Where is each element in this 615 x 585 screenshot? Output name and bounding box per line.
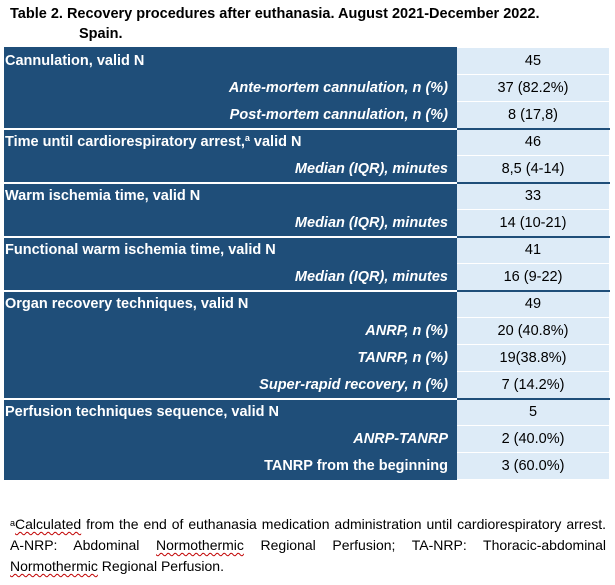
footnote-marker: a	[244, 133, 250, 144]
row-label: ANRP, n (%)	[4, 317, 457, 345]
caption-line-2: Spain.	[79, 26, 123, 42]
row-label: Functional warm ischemia time, valid N	[4, 235, 457, 264]
row-value: 16 (9-22)	[456, 263, 610, 291]
row-label: Median (IQR), minutes	[4, 155, 457, 183]
row-label: Warm ischemia time, valid N	[4, 181, 457, 210]
row-value: 33	[456, 181, 610, 210]
footnote-word: Normothermic	[156, 537, 244, 553]
row-value: 8,5 (4-14)	[456, 155, 610, 183]
row-value: 14 (10-21)	[456, 209, 610, 237]
row-value: 19(38.8%)	[456, 344, 610, 372]
row-label: Time until cardiorespiratory arrest,a va…	[4, 127, 457, 156]
table-row: TANRP from the beginning 3 (60.0%)	[4, 452, 610, 480]
table-row: ANRP-TANRP 2 (40.0%)	[4, 425, 610, 453]
row-value: 37 (82.2%)	[456, 74, 610, 102]
table-row: Median (IQR), minutes 14 (10-21)	[4, 209, 610, 237]
row-label: Post-mortem cannulation, n (%)	[4, 101, 457, 129]
table-row: Organ recovery techniques, valid N 49	[4, 289, 610, 318]
table-row: ANRP, n (%) 20 (40.8%)	[4, 317, 610, 345]
footnote-text: Regional Perfusion; TA-NRP: Thoracic-abd…	[243, 537, 607, 553]
row-label: TANRP, n (%)	[4, 344, 457, 372]
row-value: 20 (40.8%)	[456, 317, 610, 345]
table-row: Ante-mortem cannulation, n (%) 37 (82.2%…	[4, 74, 610, 102]
row-label: Cannulation, valid N	[4, 47, 457, 75]
table-row: TANRP, n (%) 19(38.8%)	[4, 344, 610, 372]
row-label: ANRP-TANRP	[4, 425, 457, 453]
footnote-word: Normothermic	[10, 558, 98, 574]
caption-line-1: Table 2. Recovery procedures after eutha…	[10, 6, 540, 22]
table-row: Cannulation, valid N 45	[4, 47, 610, 75]
footnote-word: Calculated	[15, 516, 82, 532]
row-label-tail: valid N	[249, 134, 302, 151]
footnote-text: from the end of euthanasia medication ad…	[10, 516, 606, 553]
row-label: Super-rapid recovery, n (%)	[4, 371, 457, 399]
row-value: 41	[456, 235, 610, 264]
table-row: Functional warm ischemia time, valid N 4…	[4, 235, 610, 264]
row-value: 7 (14.2%)	[456, 371, 610, 399]
table-row: Median (IQR), minutes 16 (9-22)	[4, 263, 610, 291]
row-value: 49	[456, 289, 610, 318]
row-value: 8 (17,8)	[456, 101, 610, 129]
footnote-marker: a	[10, 518, 16, 528]
row-value: 2 (40.0%)	[456, 425, 610, 453]
row-label: Median (IQR), minutes	[4, 263, 457, 291]
row-label-text: Time until cardiorespiratory arrest,	[5, 134, 245, 151]
table-row: Super-rapid recovery, n (%) 7 (14.2%)	[4, 371, 610, 399]
table-row: Post-mortem cannulation, n (%) 8 (17,8)	[4, 101, 610, 129]
row-label: Ante-mortem cannulation, n (%)	[4, 74, 457, 102]
table-row: Median (IQR), minutes 8,5 (4-14)	[4, 155, 610, 183]
row-value: 5	[456, 397, 610, 426]
row-label: TANRP from the beginning	[4, 452, 457, 480]
table-caption: Table 2. Recovery procedures after eutha…	[10, 4, 610, 44]
table-row: Warm ischemia time, valid N 33	[4, 181, 610, 210]
row-value: 3 (60.0%)	[456, 452, 610, 480]
row-value: 45	[456, 47, 610, 75]
table-footnote: aCalculated from the end of euthanasia m…	[10, 514, 606, 577]
row-value: 46	[456, 127, 610, 156]
table-row: Time until cardiorespiratory arrest,a va…	[4, 127, 610, 156]
table-row: Perfusion techniques sequence, valid N 5	[4, 397, 610, 426]
row-label: Organ recovery techniques, valid N	[4, 289, 457, 318]
footnote-text: Regional Perfusion.	[97, 558, 224, 574]
row-label: Median (IQR), minutes	[4, 209, 457, 237]
row-label: Perfusion techniques sequence, valid N	[4, 397, 457, 426]
recovery-procedures-table: Cannulation, valid N 45 Ante-mortem cann…	[4, 47, 610, 480]
